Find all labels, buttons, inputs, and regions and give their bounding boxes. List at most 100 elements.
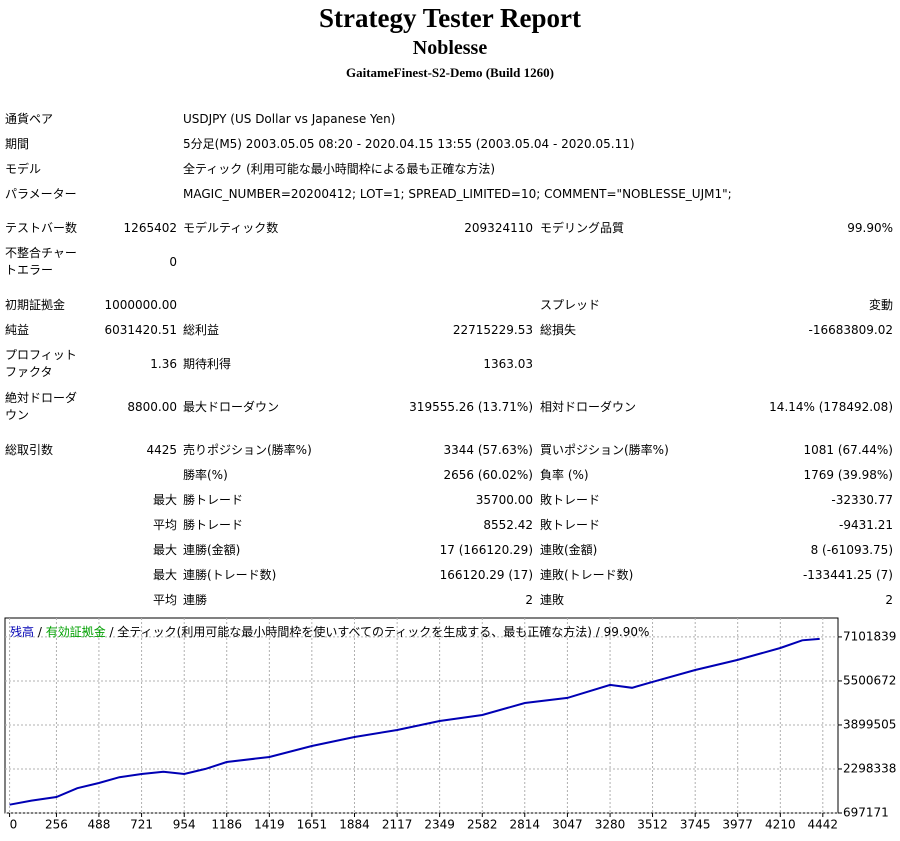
stat-value: 4425 [146, 442, 177, 457]
stat-value: -9431.21 [839, 517, 893, 532]
stat-label: 勝トレード [183, 517, 244, 532]
stat-label: テストバー数 [5, 220, 78, 235]
stat-value: 6031420.51 [104, 322, 177, 337]
legend-entry: 有効証拠金 [46, 624, 106, 639]
stat-label: 不整合チャートエラー [5, 246, 77, 277]
x-tick-label: 3512 [637, 818, 668, 832]
legend: 残高 / 有効証拠金 / 全ティック(利用可能な最小時間枠を使いすべてのティック… [10, 624, 649, 639]
legend-quality: 99.90% [604, 625, 650, 639]
x-tick-label: 3047 [552, 818, 583, 832]
x-tick-label: 3977 [722, 818, 753, 832]
info-label: 期間 [5, 137, 30, 151]
stat-label: 相対ドローダウン [540, 399, 637, 414]
stat-value: 1265402 [123, 220, 177, 235]
stat-value: 166120.29 (17) [439, 567, 533, 582]
stat-label: 純益 [5, 322, 30, 337]
stat-label: 総取引数 [5, 442, 54, 457]
x-tick-label: 488 [87, 818, 110, 832]
stat-value: 35700.00 [475, 492, 533, 507]
y-tick-label: 2298338 [843, 761, 896, 775]
stat-label: 負率 (%) [540, 467, 589, 482]
stat-label: モデルティック数 [183, 220, 279, 235]
stat-value: 平均 [152, 592, 177, 607]
y-tick-label: 5500672 [843, 673, 896, 687]
stat-value: -133441.25 (7) [802, 567, 893, 582]
stat-label: 勝率(%) [183, 467, 228, 482]
plot-area [4, 617, 839, 814]
stat-value: 最大 [152, 567, 177, 582]
x-tick-label: 2117 [382, 818, 413, 832]
stat-value: 1081 (67.44%) [803, 442, 893, 457]
stat-label: 勝トレード [183, 492, 244, 507]
stat-label: プロフィットファクタ [5, 348, 77, 379]
stat-value: 最大 [152, 492, 177, 507]
report-title: Strategy Tester Report [319, 3, 581, 33]
y-tick-label: 697171 [843, 806, 889, 820]
stat-value: 2 [525, 592, 533, 607]
legend-separator: / [592, 625, 604, 639]
stat-label: 売りポジション(勝率%) [183, 442, 312, 457]
stat-label: 絶対ドローダウン [5, 391, 78, 422]
stat-value: 17 (166120.29) [439, 542, 533, 557]
legend-separator: / [106, 625, 118, 639]
x-tick-label: 1186 [211, 818, 242, 832]
stat-value: 0 [169, 254, 177, 269]
info-value: USDJPY (US Dollar vs Japanese Yen) [183, 112, 396, 126]
stat-value: 8 (-61093.75) [810, 542, 893, 557]
x-tick-label: 1884 [339, 818, 370, 832]
stat-value: 変動 [868, 297, 893, 312]
stat-value: 平均 [152, 517, 177, 532]
stat-label: モデリング品質 [540, 220, 625, 235]
x-tick-label: 2582 [467, 818, 498, 832]
stat-value: 209324110 [464, 220, 533, 235]
x-tick-label: 256 [45, 818, 68, 832]
x-tick-label: 2349 [424, 818, 455, 832]
x-tick-label: 1419 [254, 818, 285, 832]
stat-label: 初期証拠金 [5, 297, 66, 312]
x-tick-label: 3745 [680, 818, 711, 832]
stat-label: 敗トレード [540, 492, 601, 507]
stat-label: 買いポジション(勝率%) [540, 442, 669, 457]
stat-label: 連敗 [540, 592, 565, 607]
stat-label: 連敗(金額) [540, 542, 598, 557]
x-tick-label: 1651 [297, 818, 328, 832]
x-tick-label: 2814 [509, 818, 540, 832]
stat-value: 1.36 [150, 356, 177, 371]
info-value: 全ティック (利用可能な最小時間枠による最も正確な方法) [183, 162, 496, 176]
info-label: 通貨ペア [5, 112, 54, 126]
stat-value: 22715229.53 [452, 322, 533, 337]
stat-label: 最大ドローダウン [183, 399, 280, 414]
stat-label: 連敗(トレード数) [540, 567, 634, 582]
y-tick-label: 7101839 [843, 629, 896, 643]
stat-label: 敗トレード [540, 517, 601, 532]
info-label: パラメーター [5, 187, 77, 201]
stat-value: -32330.77 [831, 492, 893, 507]
info-value: 5分足(M5) 2003.05.05 08:20 - 2020.04.15 13… [183, 137, 635, 151]
legend-entry: 残高 [10, 624, 34, 639]
stat-value: 8800.00 [127, 399, 177, 414]
stat-label: 連勝(トレード数) [183, 567, 277, 582]
stat-value: 2 [885, 592, 893, 607]
y-tick-label: 3899505 [843, 717, 896, 731]
stat-label: 連勝(金額) [183, 542, 241, 557]
x-tick-label: 0 [10, 818, 18, 832]
x-tick-label: 721 [130, 818, 153, 832]
stat-value: 8552.42 [483, 517, 533, 532]
x-tick-label: 3280 [595, 818, 626, 832]
stat-value: 319555.26 (13.71%) [409, 399, 533, 414]
stat-value: 1000000.00 [104, 297, 177, 312]
x-tick-label: 4210 [765, 818, 796, 832]
stat-label: 総利益 [183, 322, 220, 337]
stat-value: 1769 (39.98%) [803, 467, 893, 482]
report-subtitle: Noblesse [412, 37, 488, 59]
info-label: モデル [5, 162, 42, 176]
stat-label: 期待利得 [183, 356, 232, 371]
legend-note: 全ティック(利用可能な最小時間枠を使いすべてのティックを生成する、最も正確な方法… [117, 624, 592, 639]
info-value: MAGIC_NUMBER=20200412; LOT=1; SPREAD_LIM… [183, 187, 732, 201]
stat-value: -16683809.02 [808, 322, 894, 337]
stat-value: 最大 [152, 542, 177, 557]
legend-separator: / [34, 625, 46, 639]
stat-value: 2656 (60.02%) [443, 467, 533, 482]
